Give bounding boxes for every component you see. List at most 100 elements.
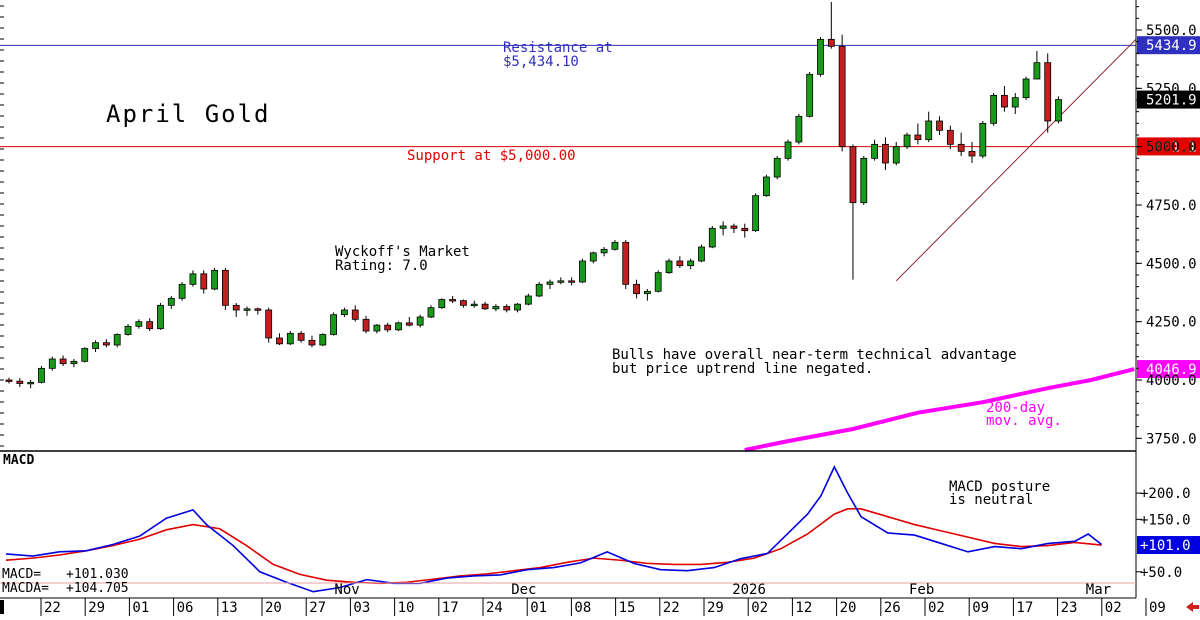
candle-down (362, 318, 370, 332)
candle-up (611, 241, 619, 250)
candle-up (708, 227, 716, 248)
x-tick-label: 06 (177, 600, 194, 616)
candle-down (882, 143, 889, 164)
price-tick-label: 4750.0 (1146, 198, 1197, 214)
candle-up (189, 273, 197, 285)
candle-up (319, 334, 327, 346)
candle-up (1033, 62, 1041, 80)
macd-title: MACD (3, 453, 34, 468)
price-tick-label: 5500.0 (1146, 23, 1197, 39)
candle-up (784, 141, 792, 159)
price-flag: 4046.9 (1137, 360, 1200, 379)
candle-down (297, 332, 305, 341)
candle-up (27, 381, 35, 385)
macd-flag-label: +101.0 (1140, 538, 1191, 554)
candle-up (395, 322, 402, 331)
candle-up (211, 269, 218, 290)
candle-up (92, 342, 99, 349)
x-tick-label: 20 (840, 600, 857, 616)
x-tick-label: 09 (972, 600, 989, 616)
candle-up (795, 115, 803, 143)
candle-up (979, 122, 987, 157)
candle-up (643, 290, 651, 295)
candle-down (827, 38, 835, 47)
x-tick-label: 17 (1016, 600, 1033, 616)
candle-down (730, 225, 738, 229)
candle-up (719, 225, 727, 229)
candle-down (946, 129, 954, 145)
candle-up (135, 321, 143, 327)
x-tick-label: 09 (1149, 600, 1166, 616)
x-tick-label: 08 (574, 600, 591, 616)
price-flag-box (1137, 36, 1200, 55)
candle-up (546, 281, 554, 285)
x-tick-label: 23 (1061, 600, 1078, 616)
candle-down (59, 358, 67, 365)
ma-sublabel: mov. avg. (986, 413, 1062, 429)
macd-tick-label: +50.0 (1140, 565, 1182, 581)
candle-down (460, 300, 467, 306)
x-tick-label: 10 (398, 600, 415, 616)
candle-down (221, 269, 229, 306)
price-flag-label: 5201.9 (1146, 93, 1197, 109)
macd-flag-box (1137, 536, 1200, 555)
candle-up (70, 360, 78, 365)
candle-up (763, 176, 770, 197)
candle-up (81, 348, 89, 362)
macd-comment-1: MACD posture (949, 479, 1050, 495)
candle-down (568, 280, 576, 283)
comment-line-2: but price uptrend line negated. (612, 361, 873, 377)
candle-down (936, 120, 943, 131)
scroll-left-marker (0, 600, 4, 614)
candle-down (968, 150, 976, 157)
support-label: Support at $5,000.00 (407, 148, 576, 164)
candle-down (265, 309, 273, 339)
candle-down (449, 299, 457, 302)
price-flag-label: 4046.9 (1146, 362, 1197, 378)
candle-up (752, 195, 759, 232)
x-tick-label: 17 (442, 600, 459, 616)
x-tick-label: 22 (663, 600, 680, 616)
x-tick-label: 20 (265, 600, 282, 616)
candle-down (146, 321, 154, 330)
candle-up (892, 146, 900, 164)
candle-down (1001, 94, 1008, 108)
ma-label: 200-day (986, 400, 1045, 416)
candle-up (806, 73, 814, 117)
month-label: 2026 (732, 582, 766, 598)
candle-up (330, 314, 338, 335)
candle-up (157, 304, 164, 330)
candle-down (200, 273, 208, 290)
price-tick-label: 4000.0 (1146, 373, 1197, 389)
candle-up (990, 94, 998, 124)
candle-up (1022, 78, 1030, 99)
x-tick-label: 29 (707, 600, 724, 616)
candle-up (341, 309, 348, 316)
x-tick-label: 02 (751, 600, 768, 616)
candle-down (16, 380, 24, 384)
candle-up (438, 299, 446, 309)
macda-readout-label: MACDA= (2, 581, 49, 596)
price-tick-label: 4500.0 (1146, 256, 1197, 272)
candle-up (773, 157, 781, 178)
price-tick-label: 5250.0 (1146, 81, 1197, 97)
x-tick-label: 13 (221, 600, 238, 616)
candle-up (427, 307, 435, 318)
candle-down (849, 146, 857, 204)
candle-up (860, 157, 868, 204)
candle-down (633, 283, 640, 295)
candle-up (167, 297, 175, 306)
macda-line (5, 508, 1102, 585)
candle-up (817, 38, 824, 75)
ma200-line (744, 367, 1135, 452)
price-tick-label: 3750.0 (1146, 431, 1197, 447)
macda-readout-value: +104.705 (66, 581, 129, 596)
candle-up (470, 303, 478, 307)
candle-up (178, 283, 186, 299)
candle-up (600, 248, 608, 254)
candle-down (405, 322, 413, 326)
price-flag: 5201.9 (1137, 90, 1200, 109)
candle-down (676, 260, 684, 267)
x-tick-label: 24 (486, 600, 503, 616)
